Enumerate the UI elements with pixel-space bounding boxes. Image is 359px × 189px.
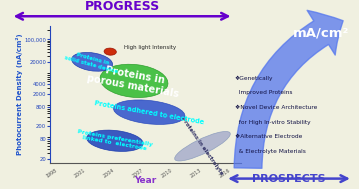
- Text: Proteins adhered to electrode: Proteins adhered to electrode: [94, 100, 205, 125]
- Text: Proteins preferentially
linked to  electrode: Proteins preferentially linked to electr…: [76, 129, 153, 153]
- Text: & Electrolyte Materials: & Electrolyte Materials: [234, 149, 306, 154]
- Text: 2016: 2016: [218, 168, 231, 179]
- Ellipse shape: [87, 130, 143, 151]
- FancyArrowPatch shape: [234, 10, 343, 168]
- Text: 2013: 2013: [189, 168, 202, 179]
- Text: 2007: 2007: [131, 168, 144, 179]
- Ellipse shape: [100, 64, 168, 98]
- Text: Improved Proteins: Improved Proteins: [234, 90, 292, 95]
- Ellipse shape: [104, 48, 116, 55]
- Text: ❖Alternative Electrode: ❖Alternative Electrode: [234, 134, 302, 139]
- X-axis label: Year: Year: [134, 176, 157, 185]
- Text: High light Intensity: High light Intensity: [123, 45, 176, 50]
- Text: 2004: 2004: [102, 168, 116, 179]
- Text: 2010: 2010: [160, 168, 173, 179]
- Text: ❖Genetically: ❖Genetically: [234, 75, 273, 81]
- Ellipse shape: [113, 100, 185, 124]
- Text: for High In-vitro Stability: for High In-vitro Stability: [234, 120, 310, 125]
- Text: Proteins in
solid state device: Proteins in solid state device: [64, 50, 120, 74]
- Text: PROGRESS: PROGRESS: [84, 0, 160, 13]
- Text: 1998: 1998: [45, 168, 58, 179]
- Ellipse shape: [175, 132, 230, 161]
- Text: mA/cm²: mA/cm²: [293, 27, 349, 40]
- Text: Proteins in electrolyte: Proteins in electrolyte: [181, 116, 224, 176]
- Text: 2001: 2001: [74, 168, 87, 179]
- Y-axis label: Photocurrent Density (nA/cm²): Photocurrent Density (nA/cm²): [16, 34, 23, 155]
- Ellipse shape: [72, 53, 113, 71]
- Text: PROSPECTS: PROSPECTS: [252, 174, 326, 184]
- Text: Proteins in
porous materials: Proteins in porous materials: [86, 62, 182, 100]
- Text: ❖Novel Device Architecture: ❖Novel Device Architecture: [234, 105, 317, 110]
